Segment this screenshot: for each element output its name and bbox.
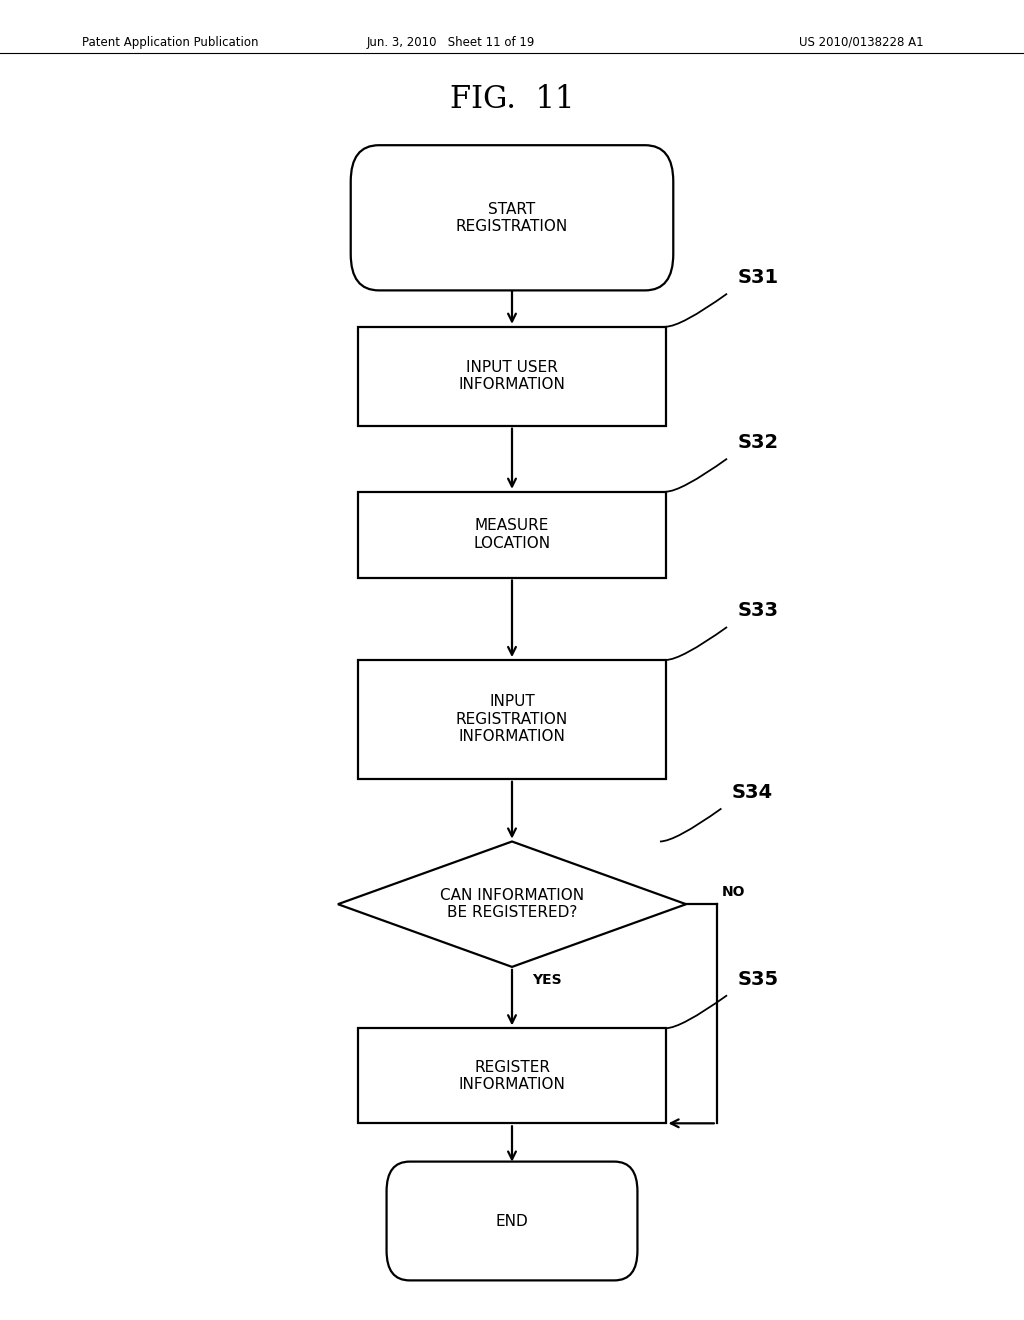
Text: START
REGISTRATION: START REGISTRATION <box>456 202 568 234</box>
Text: CAN INFORMATION
BE REGISTERED?: CAN INFORMATION BE REGISTERED? <box>440 888 584 920</box>
Bar <box>358 660 666 779</box>
Text: US 2010/0138228 A1: US 2010/0138228 A1 <box>799 36 924 49</box>
Text: INPUT USER
INFORMATION: INPUT USER INFORMATION <box>459 360 565 392</box>
FancyBboxPatch shape <box>387 1162 637 1280</box>
Text: INPUT
REGISTRATION
INFORMATION: INPUT REGISTRATION INFORMATION <box>456 694 568 744</box>
Bar <box>358 1028 666 1123</box>
Text: S33: S33 <box>737 602 778 620</box>
Text: S31: S31 <box>737 268 778 288</box>
Text: Jun. 3, 2010   Sheet 11 of 19: Jun. 3, 2010 Sheet 11 of 19 <box>367 36 535 49</box>
FancyBboxPatch shape <box>350 145 674 290</box>
Bar <box>358 327 666 425</box>
Text: MEASURE
LOCATION: MEASURE LOCATION <box>473 519 551 550</box>
Text: YES: YES <box>532 974 562 987</box>
Text: FIG.  11: FIG. 11 <box>450 83 574 115</box>
Text: REGISTER
INFORMATION: REGISTER INFORMATION <box>459 1060 565 1092</box>
Polygon shape <box>338 842 686 966</box>
Text: Patent Application Publication: Patent Application Publication <box>82 36 258 49</box>
Text: S35: S35 <box>737 970 778 989</box>
Text: S34: S34 <box>732 783 773 801</box>
Text: NO: NO <box>722 884 745 899</box>
Text: END: END <box>496 1213 528 1229</box>
Text: S32: S32 <box>737 433 778 451</box>
Bar <box>358 492 666 578</box>
